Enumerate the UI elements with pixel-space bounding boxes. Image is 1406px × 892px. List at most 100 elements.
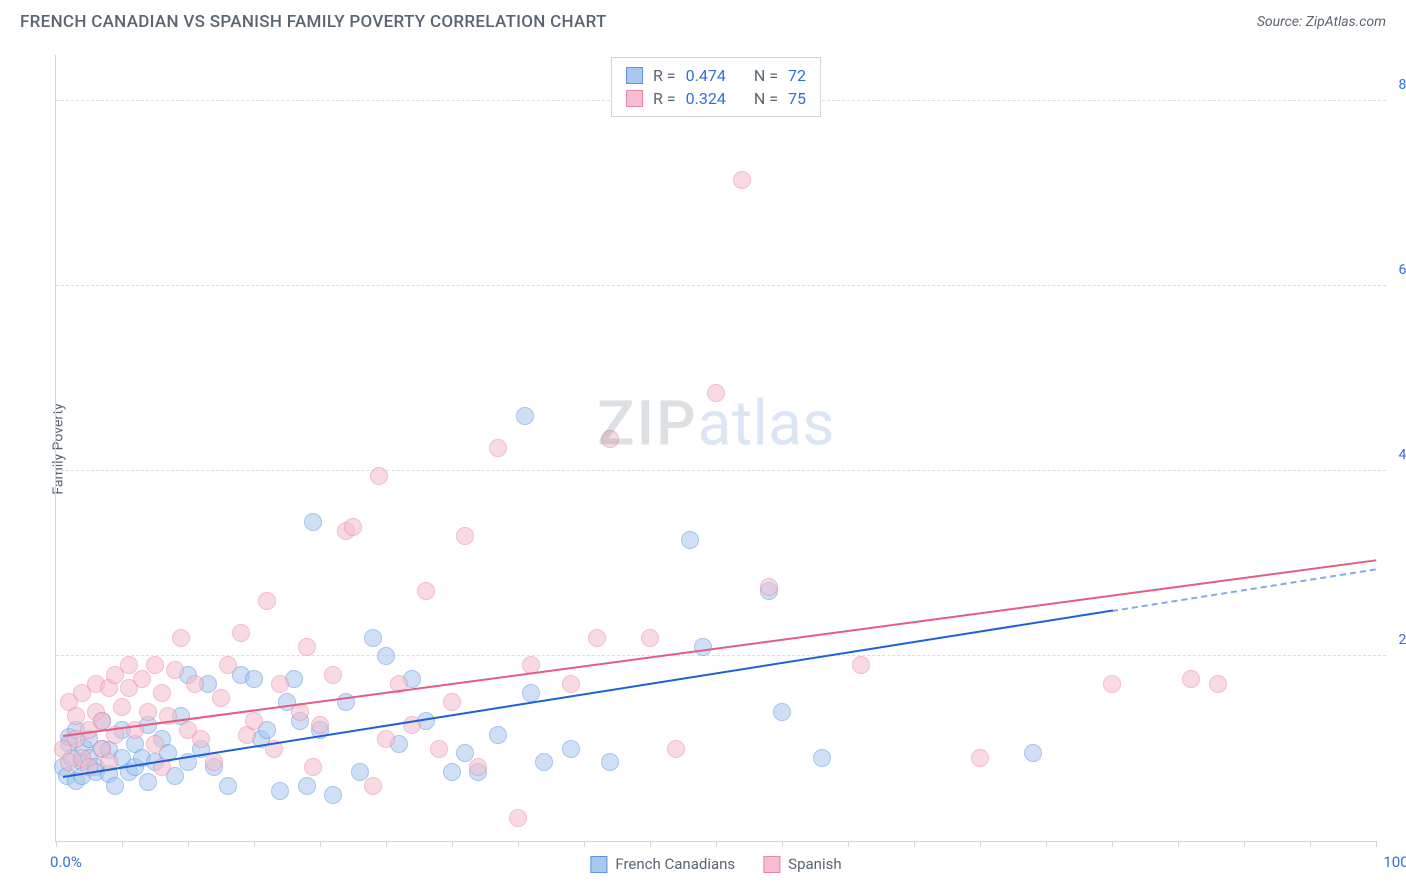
data-point	[377, 730, 395, 748]
data-point	[212, 689, 230, 707]
x-tick	[122, 841, 123, 847]
x-tick	[188, 841, 189, 847]
data-point	[245, 712, 263, 730]
data-point	[430, 740, 448, 758]
data-point	[113, 698, 131, 716]
stat-r-label: R =	[653, 66, 676, 85]
stat-n-value-0: 72	[788, 66, 806, 85]
data-point	[641, 629, 659, 647]
x-tick	[254, 841, 255, 847]
data-point	[1024, 744, 1042, 762]
data-point	[562, 675, 580, 693]
chart-header: FRENCH CANADIAN VS SPANISH FAMILY POVERT…	[0, 0, 1406, 40]
data-point	[852, 656, 870, 674]
stats-legend: R = 0.474 N = 72 R = 0.324 N = 75	[611, 57, 821, 117]
data-point	[271, 675, 289, 693]
data-point	[304, 758, 322, 776]
data-point	[516, 407, 534, 425]
data-point	[146, 656, 164, 674]
data-point	[522, 684, 540, 702]
series-legend: French Canadians Spanish	[590, 855, 841, 873]
data-point	[258, 592, 276, 610]
data-point	[601, 430, 619, 448]
data-point	[133, 670, 151, 688]
legend-swatch-0	[590, 856, 607, 873]
source-name: ZipAtlas.com	[1306, 14, 1386, 30]
stat-n-label: N =	[754, 66, 778, 85]
data-point	[106, 777, 124, 795]
trend-line	[62, 559, 1376, 737]
x-tick	[1112, 841, 1113, 847]
y-tick-label: 20.0%	[1398, 632, 1406, 648]
data-point	[324, 666, 342, 684]
source-prefix: Source:	[1257, 14, 1306, 30]
stats-row-1: R = 0.324 N = 75	[626, 87, 806, 110]
x-tick	[716, 841, 717, 847]
data-point	[456, 527, 474, 545]
data-point	[232, 624, 250, 642]
data-point	[509, 809, 527, 827]
data-point	[298, 777, 316, 795]
data-point	[377, 647, 395, 665]
watermark-zip: ZIP	[597, 388, 698, 461]
x-tick	[650, 841, 651, 847]
data-point	[271, 782, 289, 800]
x-tick	[1178, 841, 1179, 847]
stat-r-label: R =	[653, 89, 676, 108]
data-point	[364, 777, 382, 795]
data-point	[681, 531, 699, 549]
data-point	[601, 753, 619, 771]
x-tick	[1376, 841, 1377, 847]
x-tick	[1244, 841, 1245, 847]
legend-label-1: Spanish	[788, 855, 841, 873]
legend-label-0: French Canadians	[615, 855, 735, 873]
data-point	[139, 773, 157, 791]
x-tick	[320, 841, 321, 847]
gridline-h	[56, 285, 1386, 286]
x-tick	[782, 841, 783, 847]
stat-r-value-1: 0.324	[686, 89, 726, 108]
data-point	[219, 777, 237, 795]
data-point	[192, 730, 210, 748]
data-point	[535, 753, 553, 771]
data-point	[562, 740, 580, 758]
data-point	[588, 629, 606, 647]
swatch-series-0	[626, 67, 643, 84]
data-point	[813, 749, 831, 767]
data-point	[153, 684, 171, 702]
data-point	[298, 638, 316, 656]
data-point	[205, 753, 223, 771]
x-tick	[56, 841, 57, 847]
chart-title: FRENCH CANADIAN VS SPANISH FAMILY POVERT…	[20, 12, 607, 32]
y-tick-label: 60.0%	[1398, 262, 1406, 278]
stat-n-label: N =	[754, 89, 778, 108]
data-point	[707, 384, 725, 402]
x-tick	[1046, 841, 1047, 847]
data-point	[324, 786, 342, 804]
data-point	[219, 656, 237, 674]
x-tick	[584, 841, 585, 847]
x-tick	[452, 841, 453, 847]
x-axis-max-label: 100.0%	[1383, 853, 1406, 871]
source-attribution: Source: ZipAtlas.com	[1257, 14, 1386, 30]
stat-r-value-0: 0.474	[686, 66, 726, 85]
data-point	[304, 513, 322, 531]
x-tick	[914, 841, 915, 847]
data-point	[443, 693, 461, 711]
plot-area: ZIPatlas R = 0.474 N = 72 R = 0.324 N = …	[55, 55, 1376, 842]
data-point	[166, 661, 184, 679]
data-point	[489, 439, 507, 457]
data-point	[469, 758, 487, 776]
data-point	[443, 763, 461, 781]
x-tick	[980, 841, 981, 847]
data-point	[1209, 675, 1227, 693]
y-tick-label: 40.0%	[1398, 447, 1406, 463]
data-point	[364, 629, 382, 647]
x-tick	[518, 841, 519, 847]
legend-item-1: Spanish	[763, 855, 841, 873]
x-tick	[1310, 841, 1311, 847]
data-point	[139, 703, 157, 721]
data-point	[311, 716, 329, 734]
x-tick	[386, 841, 387, 847]
data-point	[146, 735, 164, 753]
